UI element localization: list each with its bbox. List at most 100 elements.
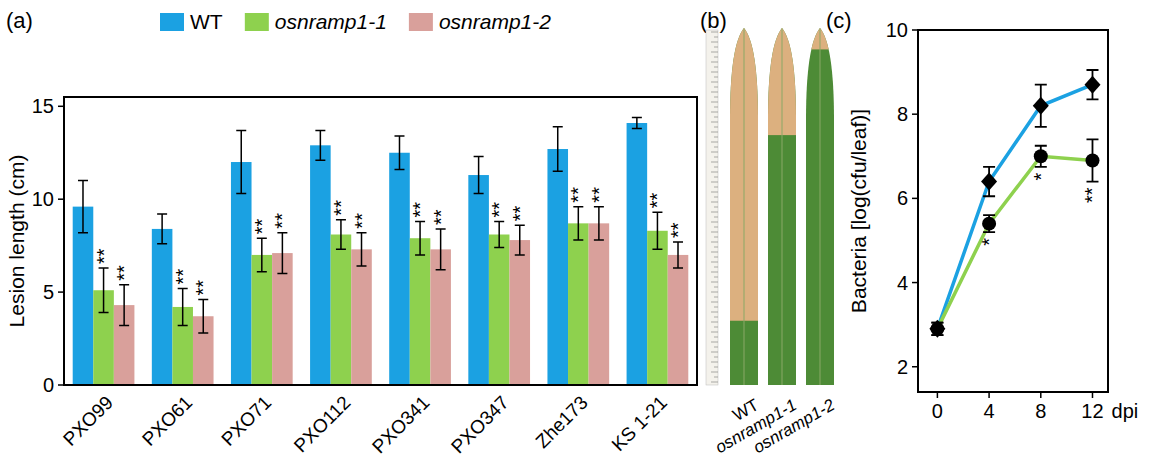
figure: (a)WTosnramp1-1osnramp1-2051015Lesion le… [0, 0, 1164, 462]
error-bar [157, 214, 167, 244]
error-bar [99, 268, 109, 313]
ruler-tick [714, 357, 718, 358]
ruler-tick [711, 252, 718, 253]
bar [410, 238, 431, 385]
x-tick-label: Zhe173 [531, 392, 591, 452]
error-bar [673, 242, 683, 268]
error-bar [1035, 146, 1047, 167]
y-tick-label: 4 [897, 272, 908, 294]
plot-frame [64, 97, 697, 385]
panel-letter: (c) [826, 8, 852, 33]
marker [1033, 97, 1049, 115]
ruler-tick [714, 227, 718, 228]
ruler-tick [714, 247, 718, 248]
significance: ** [409, 202, 431, 218]
y-axis-title: Lesion length (cm) [5, 155, 28, 328]
bar [252, 255, 273, 385]
y-tick-label: 15 [32, 95, 54, 117]
ruler-tick [711, 192, 718, 193]
y-tick-label: 6 [897, 187, 908, 209]
error-bar [515, 225, 525, 255]
bar [468, 175, 489, 385]
error-bar [931, 323, 943, 336]
ruler-tick [714, 317, 718, 318]
error-bar [415, 221, 425, 254]
ruler-tick [714, 157, 718, 158]
bar [547, 149, 568, 385]
x-tick-label: KS 1-21 [608, 392, 671, 455]
bar [489, 234, 510, 385]
ruler-tick [711, 222, 718, 223]
error-bar [494, 221, 504, 247]
y-tick-label: 10 [886, 19, 908, 41]
ruler-tick [714, 327, 718, 328]
error-bar [78, 181, 88, 233]
significance: ** [192, 280, 214, 296]
ruler-tick [711, 342, 718, 343]
error-bar [474, 156, 484, 193]
ruler-tick [711, 302, 718, 303]
error-bar [357, 233, 367, 266]
significance: ** [1081, 187, 1103, 203]
x-tick-label: PXO341 [368, 392, 434, 458]
y-tick-label: 8 [897, 103, 908, 125]
error-bar [394, 136, 404, 169]
x-axis-title: dpi [1112, 400, 1139, 422]
error-bar [315, 130, 325, 160]
bars [73, 117, 689, 385]
ruler-tick [714, 167, 718, 168]
ruler-tick [711, 322, 718, 323]
x-tick-label: PXO99 [59, 392, 117, 450]
ruler-tick [711, 202, 718, 203]
error-bar [257, 238, 267, 271]
error-bar [553, 127, 563, 172]
ruler-tick [711, 72, 718, 73]
ruler-tick [714, 277, 718, 278]
error-bar [931, 323, 943, 336]
bar [627, 123, 648, 385]
ruler-tick [714, 207, 718, 208]
marker [1034, 149, 1048, 163]
y-tick-label: 2 [897, 356, 908, 378]
ruler-tick [714, 217, 718, 218]
line [937, 85, 1092, 329]
ruler-tick [714, 127, 718, 128]
leaf [754, 20, 810, 390]
ruler-tick [714, 237, 718, 238]
error-bar [178, 288, 188, 325]
ruler-tick [714, 287, 718, 288]
error-bar [436, 229, 446, 270]
ruler-tick [711, 272, 718, 273]
legend-swatch [409, 13, 433, 31]
ruler-tick [711, 102, 718, 103]
significance: ** [588, 187, 610, 203]
leaf [792, 20, 848, 390]
ruler-tick [711, 62, 718, 63]
significance: ** [172, 269, 194, 285]
ruler-tick [714, 337, 718, 338]
bar [310, 145, 331, 385]
error-bar [236, 130, 246, 193]
bar [568, 223, 589, 385]
bar [331, 234, 352, 385]
significance: ** [667, 222, 689, 238]
significance: ** [113, 265, 135, 281]
bar [647, 231, 668, 385]
ruler-tick [714, 367, 718, 368]
error-bar [594, 207, 604, 240]
bar [668, 255, 689, 385]
x-tick-label: 4 [984, 400, 995, 422]
x-tick-label: PXO61 [138, 392, 196, 450]
x-tick-label: 8 [1035, 400, 1046, 422]
ruler-tick [711, 232, 718, 233]
error-bar [652, 212, 662, 249]
ruler-tick [714, 177, 718, 178]
bar [389, 153, 410, 385]
ruler-tick [714, 257, 718, 258]
ruler-tick [711, 182, 718, 183]
significance: * [1030, 173, 1052, 181]
ruler-tick [711, 312, 718, 313]
ruler-tick [711, 292, 718, 293]
ruler [706, 30, 718, 385]
ruler-tick [711, 382, 718, 383]
